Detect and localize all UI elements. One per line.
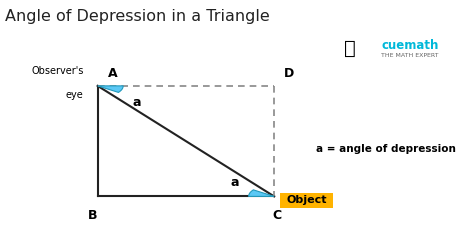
Text: THE MATH EXPERT: THE MATH EXPERT bbox=[381, 53, 438, 58]
Text: A: A bbox=[108, 67, 118, 80]
Text: eye: eye bbox=[66, 90, 84, 100]
Text: a: a bbox=[133, 96, 141, 109]
Text: Angle of Depression in a Triangle: Angle of Depression in a Triangle bbox=[5, 10, 270, 25]
Wedge shape bbox=[98, 86, 123, 92]
Wedge shape bbox=[248, 190, 274, 196]
Text: Observer's: Observer's bbox=[31, 66, 84, 76]
Text: a = angle of depression: a = angle of depression bbox=[316, 144, 456, 154]
Text: 🚀: 🚀 bbox=[344, 39, 356, 58]
Text: D: D bbox=[283, 67, 294, 80]
FancyBboxPatch shape bbox=[280, 193, 333, 208]
Text: a: a bbox=[230, 176, 239, 188]
Text: B: B bbox=[88, 209, 98, 222]
Text: Object: Object bbox=[286, 195, 327, 205]
Text: cuemath: cuemath bbox=[381, 40, 438, 52]
Text: C: C bbox=[272, 209, 281, 222]
